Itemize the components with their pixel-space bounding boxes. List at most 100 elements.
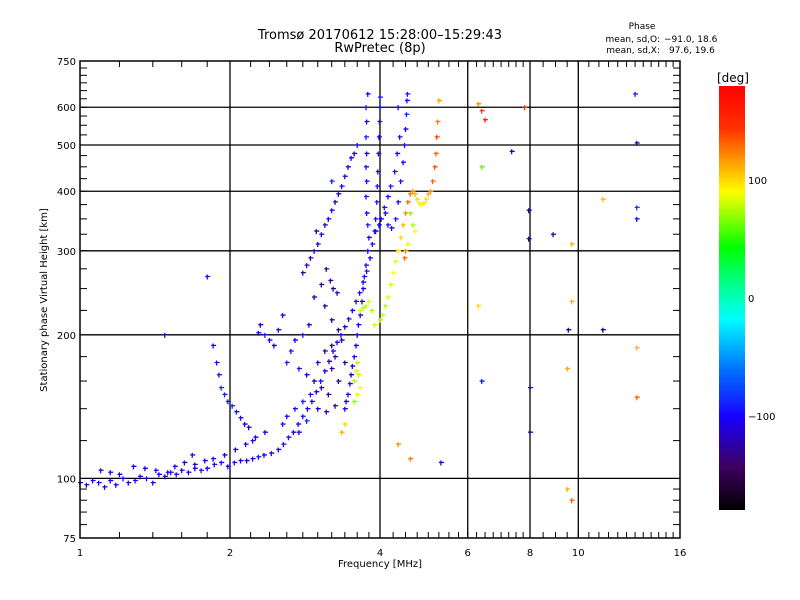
data-point — [322, 368, 328, 374]
data-point — [479, 108, 485, 114]
data-point — [156, 472, 162, 478]
x-tick-label: 6 — [465, 548, 471, 559]
data-points — [78, 91, 640, 504]
data-point — [214, 360, 220, 366]
data-point — [329, 317, 335, 323]
data-point — [232, 460, 238, 466]
data-point — [349, 155, 355, 161]
data-point — [205, 274, 211, 280]
data-point — [312, 379, 318, 385]
data-point — [144, 476, 150, 482]
data-point — [304, 418, 310, 424]
data-point — [271, 343, 277, 349]
data-point — [174, 472, 180, 478]
data-point — [225, 399, 231, 405]
data-point — [190, 452, 196, 458]
x-tick-label: 10 — [572, 548, 585, 559]
data-point — [522, 105, 528, 111]
series-o-mode-trace-low- — [78, 95, 383, 490]
data-point — [357, 290, 363, 296]
data-point — [238, 458, 244, 464]
data-point — [355, 360, 361, 366]
data-point — [396, 105, 402, 111]
data-point — [331, 348, 337, 354]
data-point — [405, 91, 411, 97]
data-point — [402, 255, 408, 261]
colorbar-ticks: 100 0 −100 — [748, 176, 775, 423]
grid-lines — [80, 61, 680, 538]
data-point — [476, 303, 482, 309]
data-point — [315, 360, 321, 366]
data-point — [353, 368, 359, 374]
data-point — [356, 322, 362, 328]
data-point — [405, 199, 411, 205]
data-point — [404, 112, 410, 118]
data-point — [352, 399, 358, 405]
data-point — [339, 338, 345, 344]
data-point — [284, 360, 290, 366]
data-point — [205, 466, 211, 472]
data-point — [364, 164, 370, 170]
data-point — [385, 222, 391, 228]
data-point — [113, 482, 119, 488]
data-point — [250, 456, 256, 462]
data-point — [356, 372, 362, 378]
data-point — [345, 164, 351, 170]
data-point — [322, 348, 328, 354]
data-point — [333, 199, 339, 205]
data-point — [366, 235, 372, 241]
colorbar-tick-label: 0 — [748, 294, 754, 305]
data-point — [365, 222, 371, 228]
data-point — [326, 359, 332, 365]
data-point — [358, 313, 364, 319]
data-point — [102, 484, 108, 490]
data-point — [378, 95, 383, 101]
data-point — [379, 216, 385, 222]
data-point — [403, 127, 409, 133]
data-point — [300, 399, 306, 405]
data-point — [234, 409, 240, 415]
data-point — [353, 343, 359, 349]
y-tick-label: 100 — [57, 474, 76, 485]
data-point — [369, 308, 375, 314]
data-point — [345, 392, 351, 398]
x-tick-label: 1 — [77, 548, 83, 559]
data-point — [364, 105, 370, 111]
data-point — [336, 191, 342, 197]
data-point — [350, 364, 356, 370]
data-point — [634, 395, 640, 401]
plot-frame — [79, 60, 681, 539]
data-point — [308, 392, 314, 398]
data-point — [331, 286, 337, 292]
data-point — [352, 151, 358, 157]
data-point — [312, 295, 318, 301]
data-point — [364, 263, 370, 269]
data-point — [162, 332, 168, 338]
data-point — [121, 476, 127, 482]
data-point — [250, 438, 256, 444]
data-point — [318, 379, 324, 385]
data-point — [358, 385, 364, 391]
data-point — [353, 299, 359, 305]
data-point — [398, 235, 404, 241]
data-point — [378, 105, 383, 111]
data-point — [376, 151, 382, 157]
data-point — [438, 460, 444, 466]
data-point — [292, 338, 298, 344]
colorbar: [deg] 100 0 −100 — [717, 71, 775, 510]
data-point — [566, 327, 572, 333]
data-point — [225, 464, 231, 470]
data-point — [305, 406, 311, 412]
y-tick-label: 300 — [57, 247, 76, 258]
x-axis-label: Frequency [MHz] — [338, 559, 422, 570]
data-point — [403, 211, 409, 217]
data-point — [150, 480, 156, 486]
data-point — [401, 160, 407, 166]
data-point — [352, 379, 358, 385]
data-point — [361, 280, 367, 286]
data-point — [300, 332, 306, 338]
data-point — [528, 430, 533, 436]
data-point — [435, 119, 441, 125]
data-point — [182, 460, 188, 466]
